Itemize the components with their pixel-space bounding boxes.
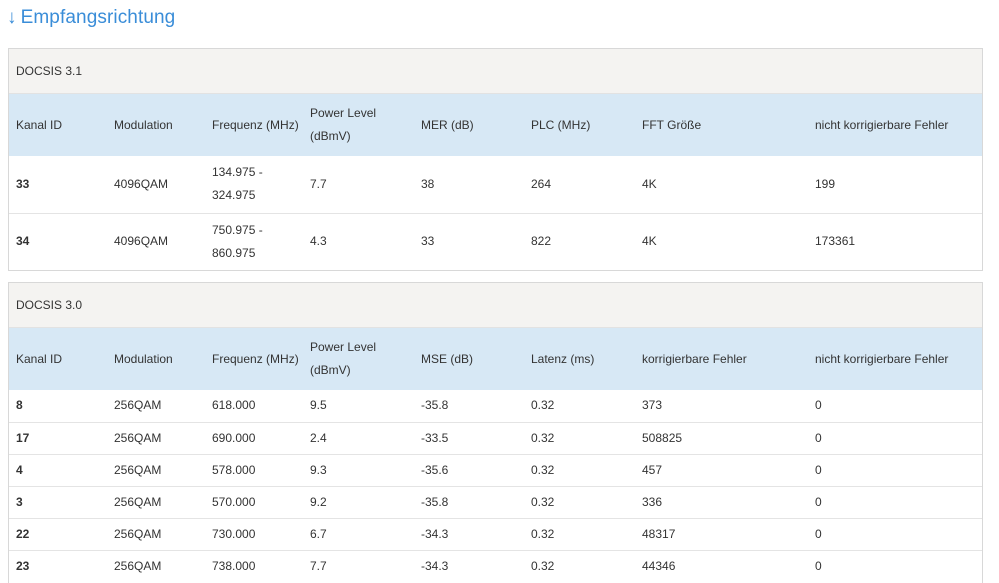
modulation-cell: 256QAM	[107, 517, 205, 550]
power-level-cell: 2.4	[303, 421, 414, 454]
frequency-cell: 578.000	[205, 453, 303, 486]
channel-id-cell: 17	[9, 421, 107, 454]
column-header: PLC (MHz)	[531, 117, 591, 132]
uncorrectable-errors-cell: 0	[808, 549, 982, 582]
latency-cell: 0.32	[524, 421, 635, 454]
uncorrectable-errors-cell: 0	[815, 398, 822, 413]
mse-cell: -35.8	[414, 485, 524, 518]
column-header: FFT Größe	[642, 117, 702, 132]
latency-cell: 0.32	[524, 453, 635, 486]
frequency-cell: 570.000	[205, 485, 303, 518]
column-header: Frequenz (MHz)	[212, 351, 299, 366]
arrow-down-icon: ↓	[7, 7, 17, 28]
mse-cell: -33.5	[414, 421, 524, 454]
frequency-cell: 690.000	[205, 421, 303, 454]
mse-cell: -35.6	[414, 453, 524, 486]
table-row: 34 4096QAM 750.975 - 860.975 4.3 33 822 …	[9, 212, 982, 270]
docsis30-panel: DOCSIS 3.0 Kanal ID Modulation Frequenz …	[8, 282, 983, 583]
channel-id-cell: 8	[16, 398, 23, 413]
table-row: 23 256QAM 738.000 7.7 -34.3 0.32 44346 0	[9, 549, 982, 582]
uncorrectable-errors-cell: 0	[808, 453, 982, 486]
docsis30-table: Kanal ID Modulation Frequenz (MHz) Power…	[9, 328, 982, 582]
table-row: 22 256QAM 730.000 6.7 -34.3 0.32 48317 0	[9, 517, 982, 550]
power-level-cell: 4.3	[303, 212, 414, 270]
mse-cell: -34.3	[414, 549, 524, 582]
plc-cell: 822	[524, 212, 635, 270]
correctable-errors-cell: 336	[635, 485, 808, 518]
latency-cell: 0.32	[531, 398, 555, 413]
table-row: 17 256QAM 690.000 2.4 -33.5 0.32 508825 …	[9, 421, 982, 454]
modulation-cell: 256QAM	[107, 453, 205, 486]
channel-id-cell: 3	[9, 485, 107, 518]
latency-cell: 0.32	[524, 517, 635, 550]
column-header: Power Level (dBmV)	[310, 106, 377, 143]
modulation-cell: 256QAM	[107, 549, 205, 582]
table-header-row: Kanal ID Modulation Frequenz (MHz) Power…	[9, 94, 982, 156]
column-header: nicht korrigierbare Fehler	[815, 117, 949, 132]
correctable-errors-cell: 373	[642, 398, 663, 413]
modulation-cell: 256QAM	[114, 398, 162, 413]
column-header: Kanal ID	[16, 351, 63, 366]
mse-cell: -35.8	[421, 398, 449, 413]
page-title: ↓ Empfangsrichtung	[7, 7, 175, 29]
column-header: Latenz (ms)	[531, 351, 595, 366]
uncorrectable-errors-cell: 0	[808, 517, 982, 550]
uncorrectable-errors-cell: 199	[815, 176, 836, 191]
correctable-errors-cell: 48317	[635, 517, 808, 550]
column-header: Kanal ID	[16, 117, 63, 132]
column-header: Modulation	[114, 117, 173, 132]
docsis31-table: Kanal ID Modulation Frequenz (MHz) Power…	[9, 94, 982, 270]
fft-size-cell: 4K	[635, 212, 808, 270]
column-header: nicht korrigierbare Fehler	[815, 351, 949, 366]
table-row: 3 256QAM 570.000 9.2 -35.8 0.32 336 0	[9, 485, 982, 518]
modulation-cell: 4096QAM	[114, 176, 169, 191]
correctable-errors-cell: 44346	[635, 549, 808, 582]
channel-id-cell: 23	[9, 549, 107, 582]
frequency-cell: 618.000	[212, 398, 256, 413]
latency-cell: 0.32	[524, 549, 635, 582]
mer-cell: 33	[414, 212, 524, 270]
frequency-cell: 738.000	[205, 549, 303, 582]
fft-size-cell: 4K	[642, 176, 657, 191]
power-level-cell: 9.2	[303, 485, 414, 518]
power-level-cell: 9.5	[310, 398, 327, 413]
docsis30-heading: DOCSIS 3.0	[9, 283, 982, 328]
modulation-cell: 256QAM	[107, 421, 205, 454]
frequency-cell: 134.975 - 324.975	[212, 165, 263, 203]
uncorrectable-errors-cell: 173361	[808, 212, 982, 270]
channel-id-cell: 22	[9, 517, 107, 550]
power-level-cell: 7.7	[310, 176, 327, 191]
table-header-row: Kanal ID Modulation Frequenz (MHz) Power…	[9, 328, 982, 390]
docsis31-panel: DOCSIS 3.1 Kanal ID Modulation Frequenz …	[8, 48, 983, 271]
channel-id-cell: 34	[9, 212, 107, 270]
power-level-cell: 9.3	[303, 453, 414, 486]
uncorrectable-errors-cell: 0	[808, 421, 982, 454]
page-title-text: Empfangsrichtung	[20, 7, 176, 28]
frequency-cell: 730.000	[205, 517, 303, 550]
table-row: 8 256QAM 618.000 9.5 -35.8 0.32 373 0	[9, 390, 982, 422]
channel-id-cell: 4	[9, 453, 107, 486]
column-header: Frequenz (MHz)	[212, 117, 299, 132]
modulation-cell: 4096QAM	[107, 212, 205, 270]
column-header: Power Level (dBmV)	[310, 340, 377, 377]
correctable-errors-cell: 457	[635, 453, 808, 486]
docsis31-heading: DOCSIS 3.1	[9, 49, 982, 94]
table-row: 33 4096QAM 134.975 - 324.975 7.7 38 264 …	[9, 156, 982, 213]
column-header: Modulation	[114, 351, 173, 366]
plc-cell: 264	[531, 176, 552, 191]
mse-cell: -34.3	[414, 517, 524, 550]
column-header: korrigierbare Fehler	[642, 351, 747, 366]
mer-cell: 38	[421, 176, 435, 191]
power-level-cell: 7.7	[303, 549, 414, 582]
table-row: 4 256QAM 578.000 9.3 -35.6 0.32 457 0	[9, 453, 982, 486]
modulation-cell: 256QAM	[107, 485, 205, 518]
uncorrectable-errors-cell: 0	[808, 485, 982, 518]
latency-cell: 0.32	[524, 485, 635, 518]
column-header: MSE (dB)	[421, 351, 474, 366]
frequency-cell: 750.975 - 860.975	[205, 212, 303, 270]
channel-id-cell: 33	[16, 176, 30, 191]
power-level-cell: 6.7	[303, 517, 414, 550]
column-header: MER (dB)	[421, 117, 474, 132]
correctable-errors-cell: 508825	[635, 421, 808, 454]
